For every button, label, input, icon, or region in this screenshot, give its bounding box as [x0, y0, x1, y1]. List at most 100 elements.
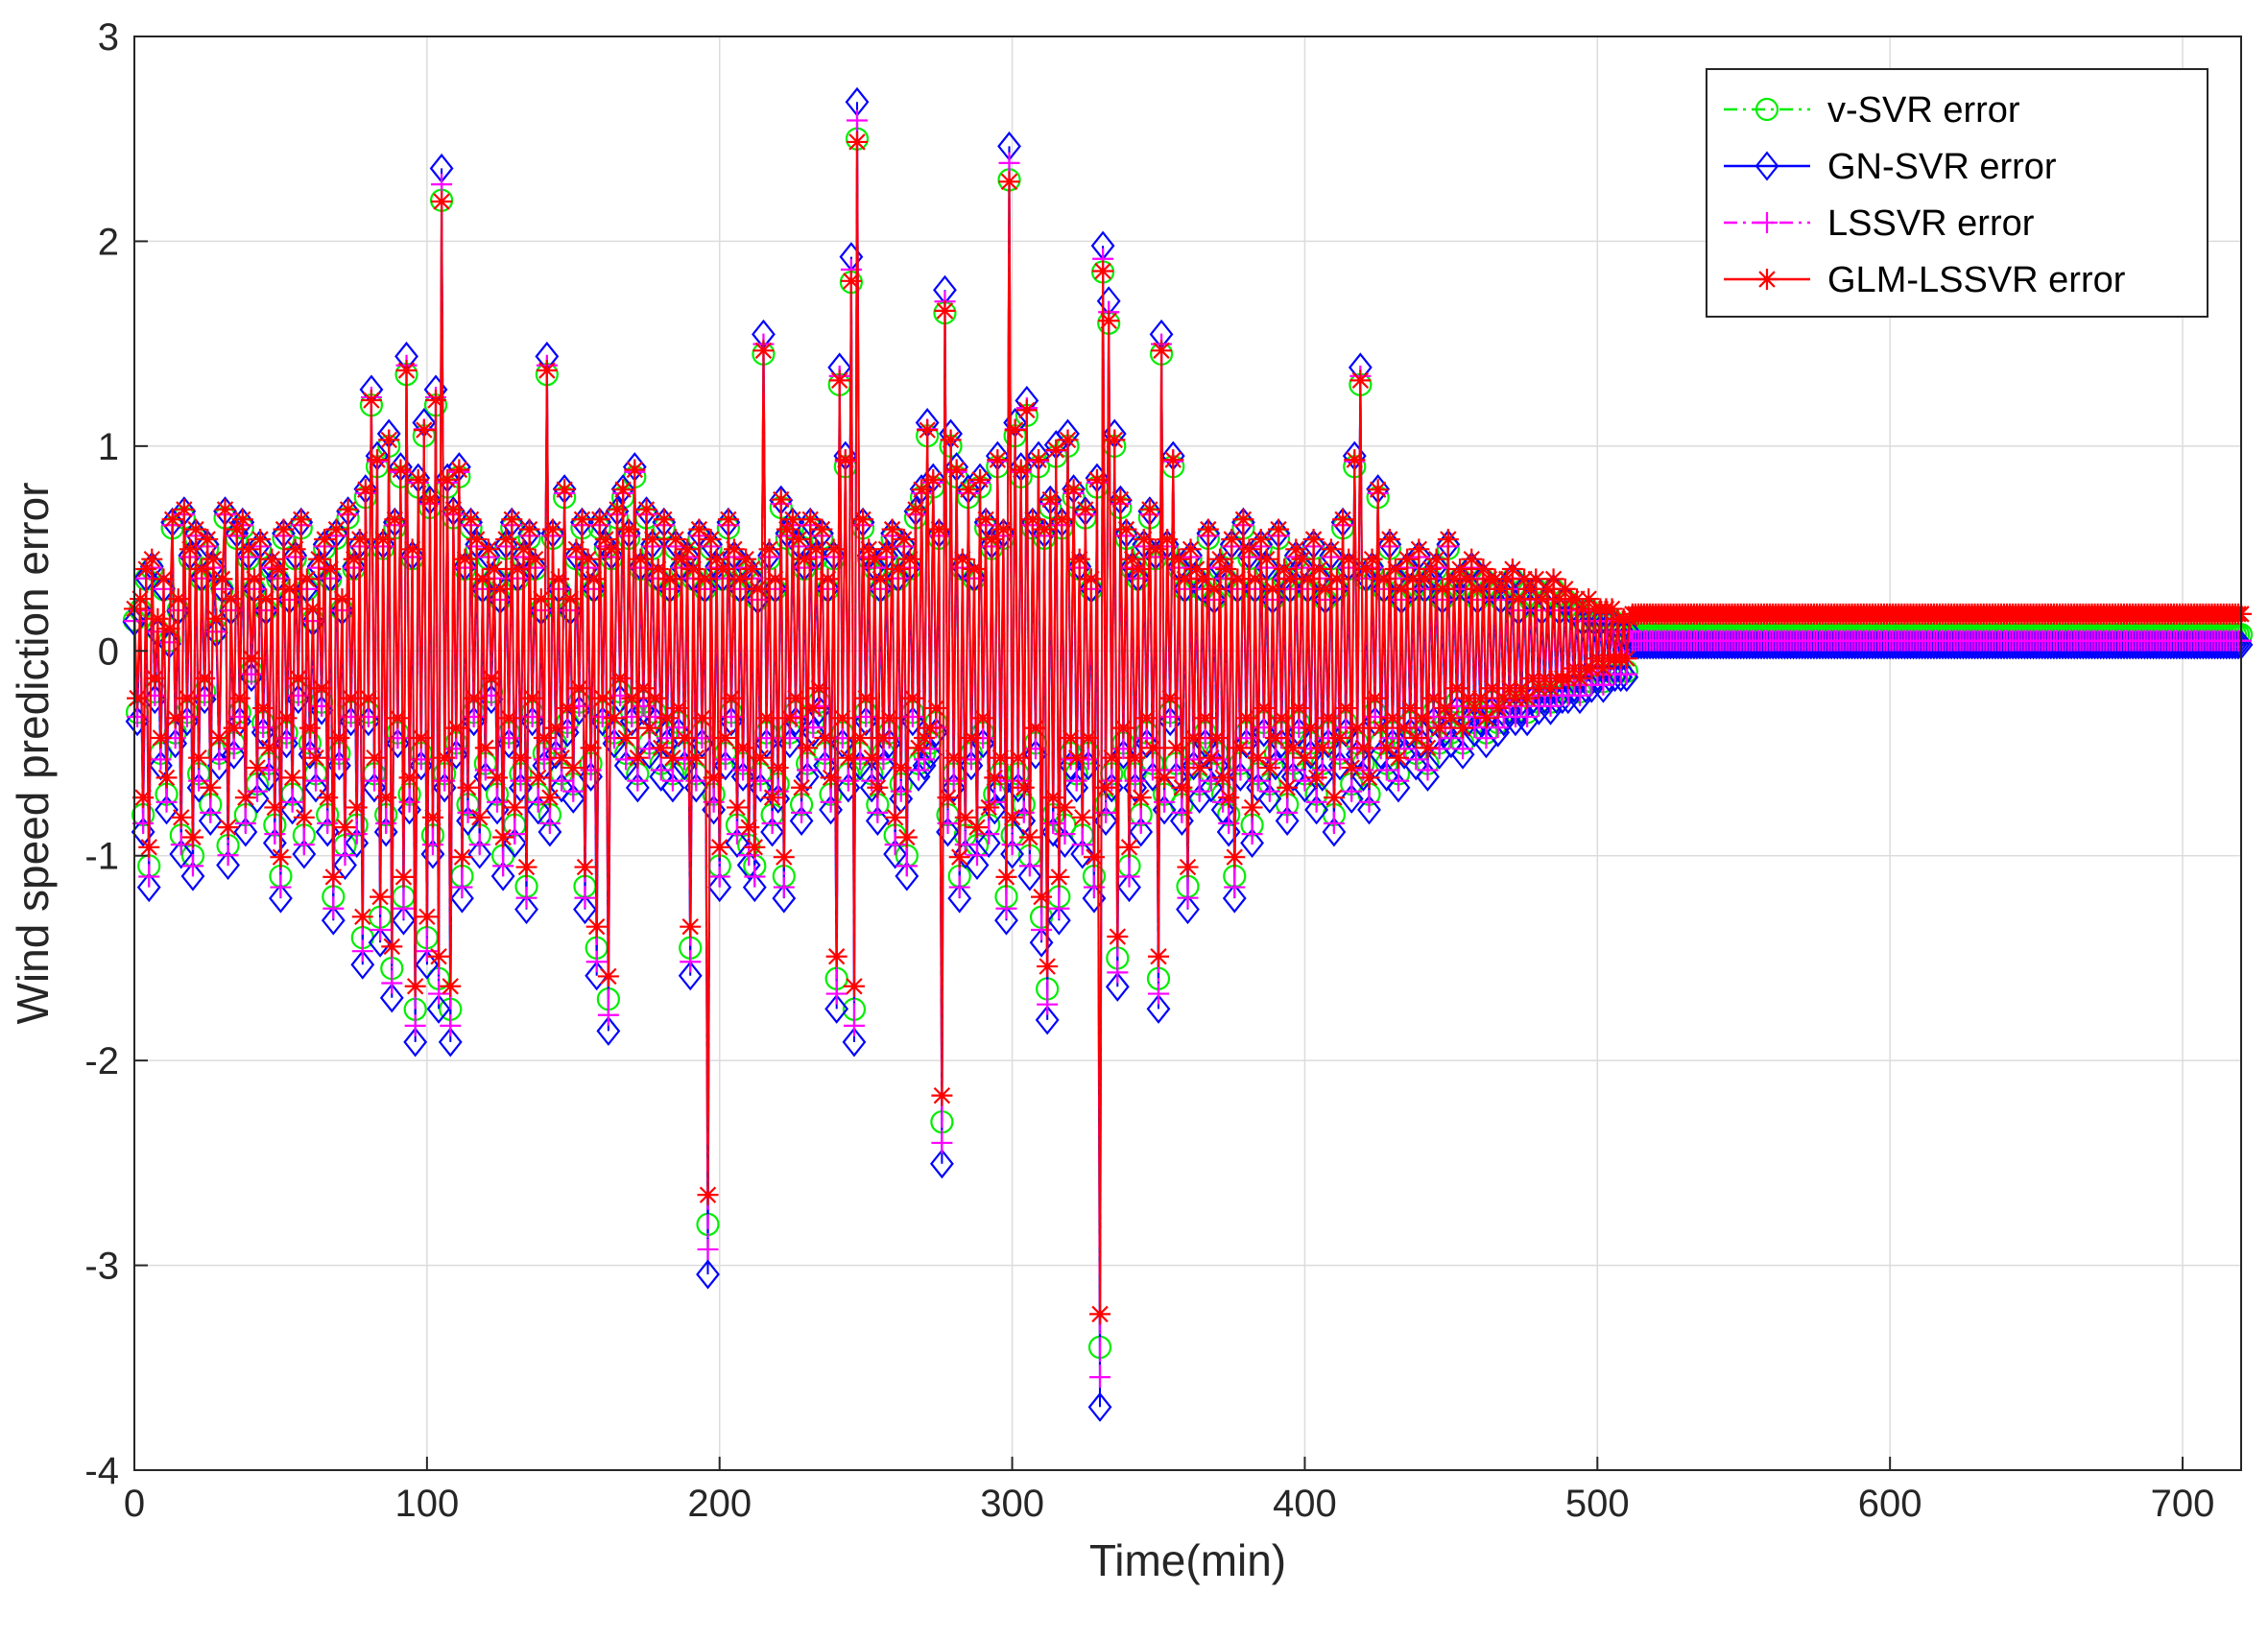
data-point — [1469, 687, 1492, 709]
legend-item: LSSVR error — [1724, 203, 2035, 244]
data-point — [440, 1014, 462, 1036]
data-point — [725, 827, 750, 858]
data-point — [562, 780, 585, 802]
data-point — [431, 191, 453, 213]
data-point — [987, 449, 1009, 471]
data-point — [1578, 588, 1600, 610]
data-point — [677, 538, 699, 560]
data-point — [1057, 429, 1079, 451]
data-point — [597, 1004, 619, 1026]
data-point — [1282, 737, 1304, 759]
data-point — [797, 737, 819, 759]
data-point — [1422, 687, 1444, 709]
data-point — [707, 872, 732, 903]
data-point — [281, 767, 303, 789]
data-point — [457, 776, 479, 798]
data-point — [951, 548, 973, 570]
data-point — [735, 548, 757, 570]
data-point — [1443, 568, 1465, 590]
data-point — [173, 498, 195, 520]
data-point — [1358, 767, 1380, 789]
data-point — [649, 761, 674, 792]
data-point — [296, 568, 318, 590]
data-point — [216, 850, 240, 881]
data-point — [978, 823, 1000, 845]
data-point — [847, 131, 869, 153]
data-point — [1308, 559, 1330, 581]
data-point — [842, 1027, 867, 1058]
data-point — [181, 826, 203, 848]
data-point — [1117, 872, 1141, 903]
data-point — [348, 528, 370, 550]
data-point — [287, 667, 309, 689]
data-point — [343, 548, 365, 570]
data-point — [965, 850, 990, 881]
data-point — [393, 866, 415, 888]
data-point — [1133, 528, 1155, 550]
data-point — [536, 359, 558, 381]
data-point — [883, 839, 908, 869]
data-point — [752, 340, 775, 362]
data-point — [1177, 887, 1199, 909]
data-point — [243, 568, 265, 590]
data-point — [401, 538, 423, 560]
data-point — [668, 697, 690, 719]
data-point — [720, 687, 742, 709]
data-point — [1519, 578, 1541, 600]
data-point — [325, 518, 347, 540]
data-point — [840, 270, 862, 292]
data-point — [1240, 827, 1264, 858]
data-point — [788, 528, 810, 550]
data-point — [1177, 856, 1199, 878]
data-point — [878, 707, 900, 729]
data-point — [1428, 717, 1450, 739]
data-point — [200, 801, 222, 823]
data-point — [1388, 770, 1409, 792]
data-point — [770, 488, 792, 511]
data-point — [761, 787, 783, 809]
data-point — [1408, 538, 1430, 560]
data-point — [1386, 772, 1411, 803]
data-point — [1288, 697, 1310, 719]
data-point — [688, 518, 710, 540]
data-point — [1035, 1005, 1060, 1035]
data-point — [918, 739, 943, 770]
data-point — [538, 787, 561, 809]
legend-label: v-SVR error — [1827, 90, 2020, 131]
data-point — [1373, 568, 1395, 590]
data-point — [1534, 667, 1556, 689]
axis-ticks: 0 100 200 300 400 500 600 700 -4 -3 -2 -1 0 1 2 3 — [84, 16, 2214, 1525]
data-point — [627, 747, 649, 769]
data-point — [1138, 498, 1160, 520]
data-point — [524, 548, 546, 570]
data-point — [1349, 369, 1372, 392]
data-point — [217, 817, 239, 839]
data-point — [492, 855, 514, 877]
data-point — [490, 861, 515, 891]
data-point — [1264, 726, 1286, 749]
data-point — [585, 915, 608, 938]
data-point — [1592, 657, 1614, 679]
data-point — [1255, 548, 1277, 570]
data-point — [843, 1014, 865, 1036]
data-point — [1197, 518, 1219, 540]
data-point — [928, 518, 950, 540]
data-point — [390, 459, 412, 481]
data-point — [375, 787, 397, 809]
data-point — [1587, 648, 1609, 670]
data-point — [1209, 548, 1231, 570]
data-point — [451, 876, 473, 898]
data-point — [943, 747, 965, 769]
x-tick-label: 600 — [1858, 1483, 1922, 1525]
data-point — [1010, 459, 1032, 481]
data-point — [155, 795, 179, 825]
y-axis-title: Wind speed prediction error — [8, 482, 58, 1024]
data-point — [228, 687, 251, 709]
y-tick-label: 3 — [98, 16, 119, 59]
data-point — [1314, 578, 1336, 600]
data-point — [1000, 839, 1024, 869]
data-point — [370, 886, 392, 908]
data-point — [603, 707, 625, 729]
data-point — [1339, 783, 1364, 814]
data-point — [776, 518, 798, 540]
